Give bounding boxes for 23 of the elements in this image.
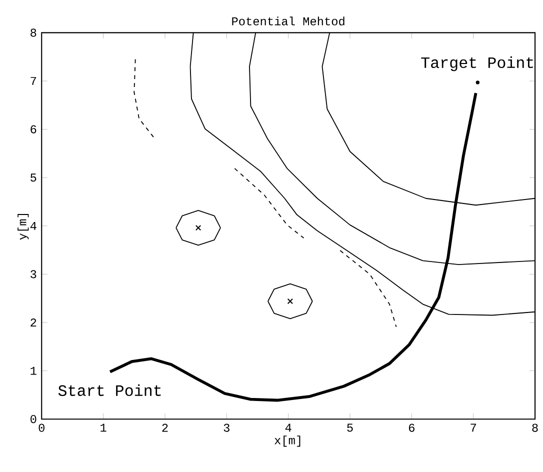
y-tick-label: 6 (30, 125, 36, 134)
annotation: Start Point (58, 384, 161, 396)
x-tick-label: 5 (347, 424, 353, 432)
y-axis-title: y[m] (18, 214, 29, 240)
y-tick-label: 4 (30, 222, 36, 230)
x-tick-label: 0 (38, 424, 44, 432)
x-tick-label: 6 (408, 424, 414, 432)
y-tick-label: 3 (30, 270, 36, 278)
x-tick-label: 8 (532, 424, 538, 432)
y-tick-label: 1 (30, 367, 36, 375)
chart-title: Potential Mehtod (232, 16, 344, 26)
x-tick-label: 2 (162, 424, 168, 432)
annotation: Target Point (421, 56, 534, 72)
y-tick-label: 7 (30, 77, 36, 86)
x-tick-label: 4 (285, 424, 292, 432)
x-tick-label: 3 (224, 424, 230, 432)
x-tick-label: 7 (470, 424, 476, 432)
y-tick-label: 8 (30, 28, 36, 37)
y-tick-label: 0 (30, 415, 36, 424)
y-tick-label: 2 (30, 318, 36, 327)
y-tick-label: 5 (30, 174, 36, 182)
x-tick-label: 1 (100, 424, 106, 432)
x-axis-title: x[m] (274, 436, 300, 447)
